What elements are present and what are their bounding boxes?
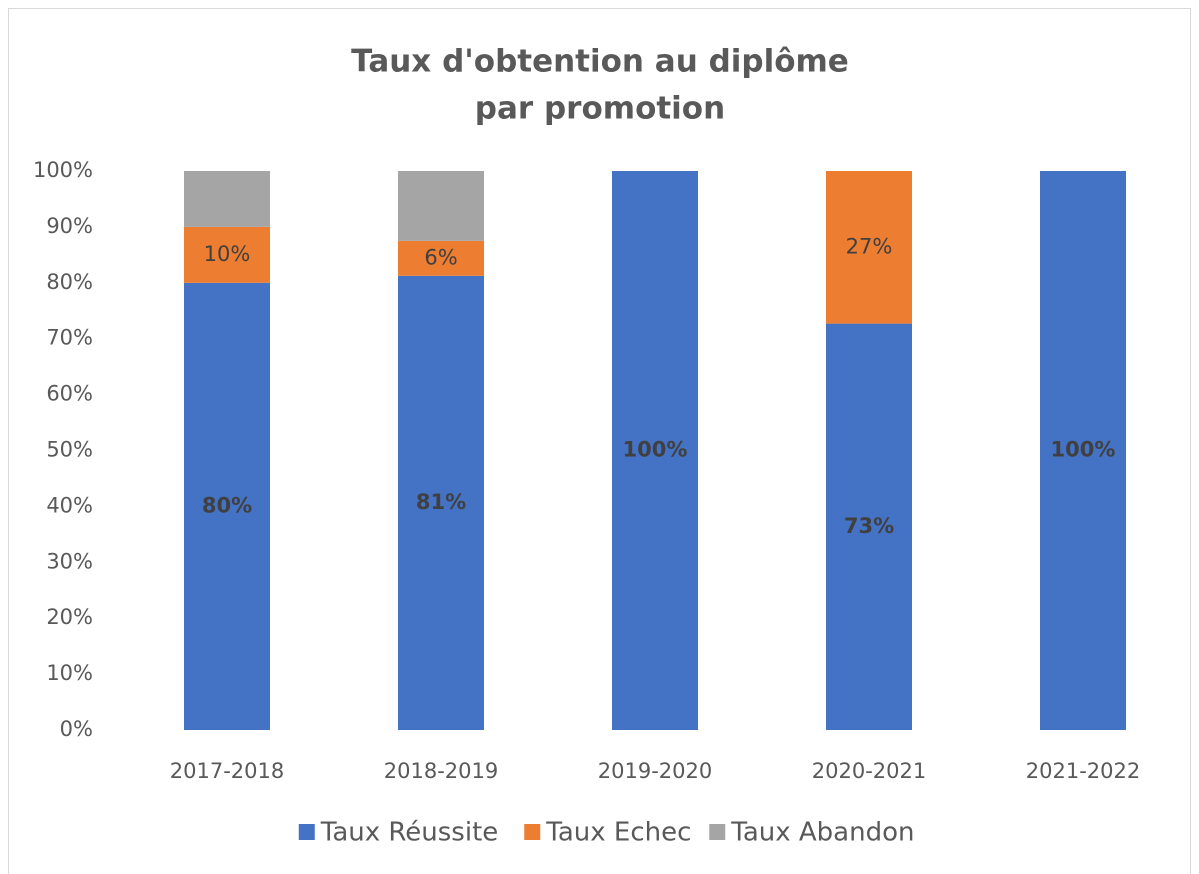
data-label: 27% xyxy=(846,234,893,258)
bar-segment xyxy=(398,171,484,241)
bar-segment xyxy=(184,282,270,730)
legend-label: Taux Echec xyxy=(545,818,691,848)
y-tick-label: 30% xyxy=(46,549,93,573)
y-tick-label: 40% xyxy=(46,493,93,517)
bar-segment xyxy=(398,275,484,730)
data-label: 73% xyxy=(844,514,894,538)
legend-swatch xyxy=(298,824,315,840)
legend-label: Taux Réussite xyxy=(320,818,499,848)
legend-swatch xyxy=(709,824,726,840)
chart-title: Taux d'obtention au diplôme xyxy=(351,44,849,80)
bar-segment xyxy=(826,323,912,730)
legend-label: Taux Abandon xyxy=(730,818,914,848)
y-tick-label: 20% xyxy=(46,605,93,629)
x-tick-label: 2018-2019 xyxy=(384,759,498,783)
y-tick-label: 50% xyxy=(46,438,93,462)
bar-segment xyxy=(184,171,270,227)
bar-segment xyxy=(826,171,912,324)
data-label: 81% xyxy=(416,490,466,514)
bar-segment xyxy=(1040,171,1126,730)
y-tick-label: 60% xyxy=(46,382,93,406)
y-tick-label: 0% xyxy=(60,717,93,741)
x-tick-label: 2019-2020 xyxy=(598,759,712,783)
data-label: 10% xyxy=(204,242,251,266)
chart-title: par promotion xyxy=(475,91,725,127)
data-label: 80% xyxy=(202,493,252,517)
data-label: 100% xyxy=(1051,438,1116,462)
y-tick-label: 100% xyxy=(33,158,93,182)
bar-segment xyxy=(398,240,484,276)
x-tick-label: 2017-2018 xyxy=(170,759,284,783)
y-tick-label: 70% xyxy=(46,326,93,350)
y-tick-label: 10% xyxy=(46,661,93,685)
data-label: 6% xyxy=(424,245,457,269)
bar-segment xyxy=(612,171,698,730)
bar-segment xyxy=(184,226,270,283)
data-label: 100% xyxy=(623,438,688,462)
y-tick-label: 90% xyxy=(46,214,93,238)
y-tick-label: 80% xyxy=(46,270,93,294)
x-tick-label: 2020-2021 xyxy=(812,759,926,783)
legend-swatch xyxy=(524,824,541,840)
x-tick-label: 2021-2022 xyxy=(1026,759,1140,783)
